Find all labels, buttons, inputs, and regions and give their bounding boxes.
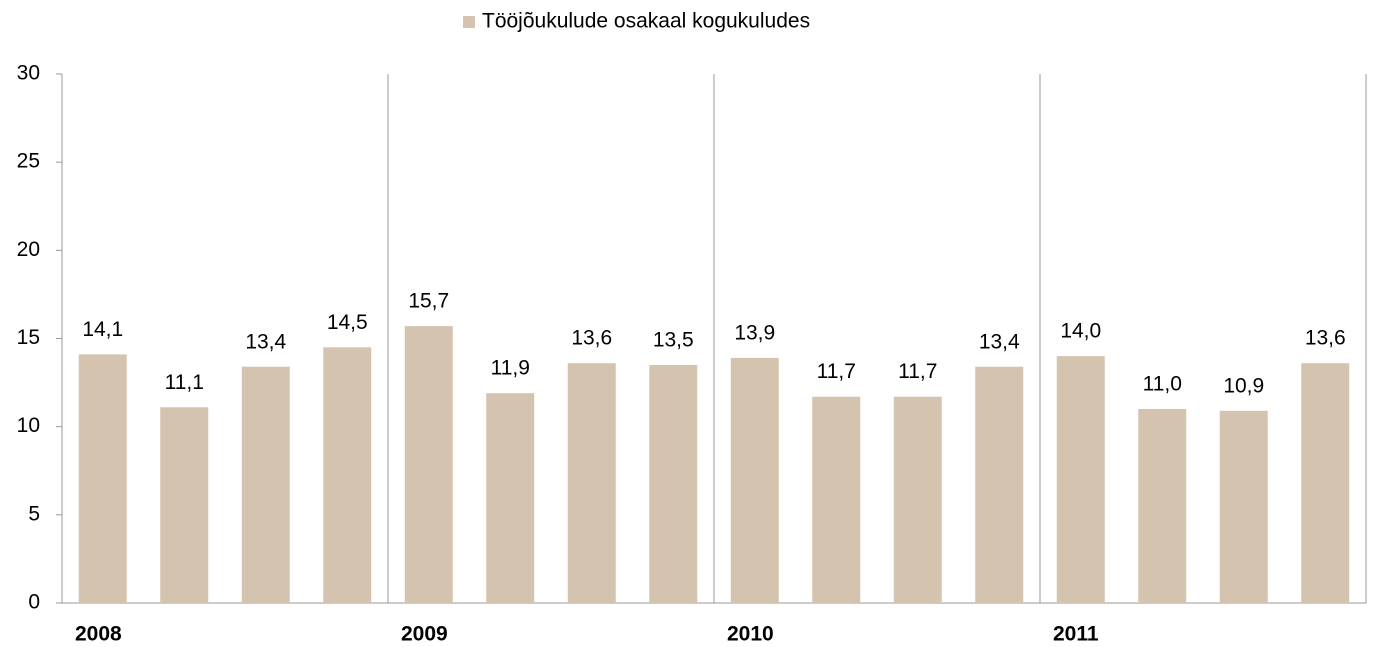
- value-label: 14,5: [327, 311, 368, 334]
- x-tick-label: 2008: [75, 623, 122, 646]
- value-label: 13,6: [571, 327, 612, 350]
- bar: [893, 396, 942, 603]
- value-label: 13,6: [1305, 327, 1346, 350]
- value-label: 14,0: [1060, 320, 1101, 343]
- value-label: 13,9: [734, 321, 775, 344]
- value-label: 11,0: [1143, 373, 1182, 396]
- bar: [323, 347, 372, 603]
- bar: [649, 364, 698, 603]
- legend-label: Tööjõukulude osakaal kogukuludes: [482, 10, 810, 33]
- bar: [975, 366, 1024, 603]
- value-label: 11,1: [165, 371, 204, 394]
- bar: [241, 366, 290, 603]
- y-tick-label: 5: [28, 502, 40, 525]
- y-tick-label: 30: [17, 62, 40, 85]
- value-label: 14,1: [82, 318, 123, 341]
- bar: [78, 354, 127, 603]
- bar: [1138, 409, 1187, 603]
- value-label: 13,4: [979, 330, 1020, 353]
- bar: [1219, 410, 1268, 603]
- value-label: 11,7: [898, 360, 937, 383]
- bar: [404, 326, 453, 603]
- y-tick-label: 15: [17, 326, 40, 349]
- y-tick-label: 20: [17, 238, 40, 261]
- value-label: 10,9: [1223, 374, 1264, 397]
- x-tick-label: 2011: [1053, 623, 1099, 646]
- value-label: 11,7: [817, 360, 856, 383]
- y-tick-label: 25: [17, 150, 40, 173]
- bar: [730, 357, 779, 603]
- bar: [160, 407, 209, 603]
- bar: [567, 363, 616, 603]
- bar: [1056, 356, 1105, 603]
- value-label: 11,9: [491, 357, 530, 380]
- legend-swatch: [463, 16, 475, 28]
- x-tick-label: 2009: [401, 623, 448, 646]
- y-tick-label: 10: [17, 414, 40, 437]
- x-tick-label: 2010: [727, 623, 774, 646]
- bar: [812, 396, 861, 603]
- bar: [1301, 363, 1350, 603]
- value-label: 15,7: [408, 290, 449, 313]
- value-label: 13,4: [245, 330, 286, 353]
- value-label: 13,5: [653, 328, 694, 351]
- bar: [486, 393, 535, 603]
- y-tick-label: 0: [28, 591, 40, 614]
